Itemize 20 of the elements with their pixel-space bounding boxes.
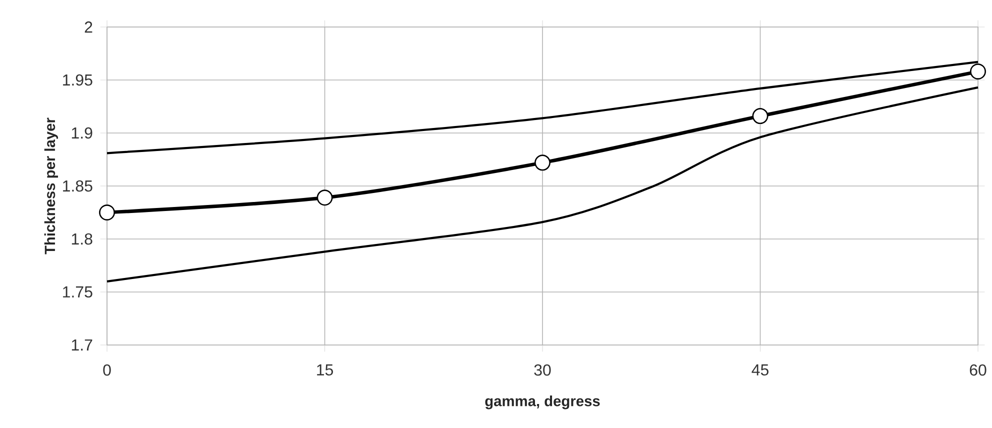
- point: [752, 108, 768, 124]
- point: [99, 204, 116, 220]
- y-tick-label: 1.7: [72, 339, 92, 350]
- point: [970, 64, 986, 80]
- x-tick-label: 0: [103, 364, 111, 376]
- x-tick-label: 60: [970, 364, 986, 376]
- x-tick-label: 45: [752, 364, 768, 376]
- x-axis-title: gamma, degress: [485, 396, 600, 410]
- x-tick-label: 15: [317, 364, 333, 376]
- y-axis-title: Thickness per layer: [44, 118, 58, 254]
- x-tick-label: 30: [534, 364, 551, 376]
- y-tick-label: 1.8: [72, 233, 92, 245]
- y-tick-label: 1.9: [72, 127, 92, 139]
- line-series: [106, 86, 980, 282]
- point: [534, 154, 551, 171]
- y-tick-label: 1.75: [63, 286, 92, 298]
- y-tick-label: 1.95: [63, 74, 92, 86]
- point: [316, 190, 333, 206]
- y-tick-label: 1.85: [63, 180, 92, 192]
- y-tick-label: 2: [84, 21, 92, 33]
